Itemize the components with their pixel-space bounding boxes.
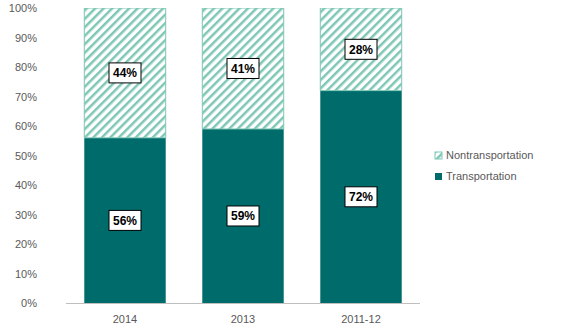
data-label-box [345, 187, 377, 207]
bar-segment [84, 8, 165, 138]
bar-segment [202, 8, 283, 129]
data-label-box [227, 206, 259, 226]
legend-label: Nontransportation [446, 149, 533, 161]
data-labels: 56% 44% 59% 41% 72% 28% [109, 39, 377, 230]
legend-swatch [435, 173, 442, 180]
data-label: 28% [349, 43, 373, 57]
legend-label: Transportation [446, 170, 517, 182]
data-label-box [109, 210, 141, 230]
data-label: 59% [231, 209, 255, 223]
y-tick-label: 10% [15, 268, 37, 280]
y-tick-label: 50% [15, 150, 37, 162]
x-tick-label: 2013 [231, 313, 255, 325]
data-label: 41% [231, 62, 255, 76]
bars [84, 8, 401, 303]
y-tick-label: 80% [15, 61, 37, 73]
legend: Nontransportation Transportation [435, 149, 533, 182]
bar-segment [202, 129, 283, 303]
bar-segment [84, 138, 165, 303]
data-label-box [109, 63, 141, 83]
y-tick-label: 90% [15, 32, 37, 44]
y-tick-label: 70% [15, 91, 37, 103]
chart-svg: 0%10%20%30%40%50%60%70%80%90%100%56%44%5… [0, 0, 576, 336]
y-tick-label: 100% [9, 2, 37, 14]
x-axis-line [66, 303, 420, 304]
data-label: 72% [349, 190, 373, 204]
x-tick-label: 2011-12 [341, 313, 381, 325]
data-label: 56% [113, 214, 137, 228]
data-label-box [227, 58, 259, 78]
data-label: 44% [113, 66, 137, 80]
y-tick-label: 20% [15, 238, 37, 250]
y-tick-label: 0% [21, 297, 37, 309]
data-label-box [345, 39, 377, 59]
bar-segment [320, 8, 401, 91]
y-tick-label: 60% [15, 120, 37, 132]
legend-swatch [435, 152, 442, 159]
chart-container: 0%10%20%30%40%50%60%70%80%90%100%56%44%5… [0, 0, 576, 336]
y-tick-label: 40% [15, 179, 37, 191]
x-tick-label: 2014 [113, 313, 137, 325]
bar-segment [320, 91, 401, 303]
y-tick-label: 30% [15, 209, 37, 221]
